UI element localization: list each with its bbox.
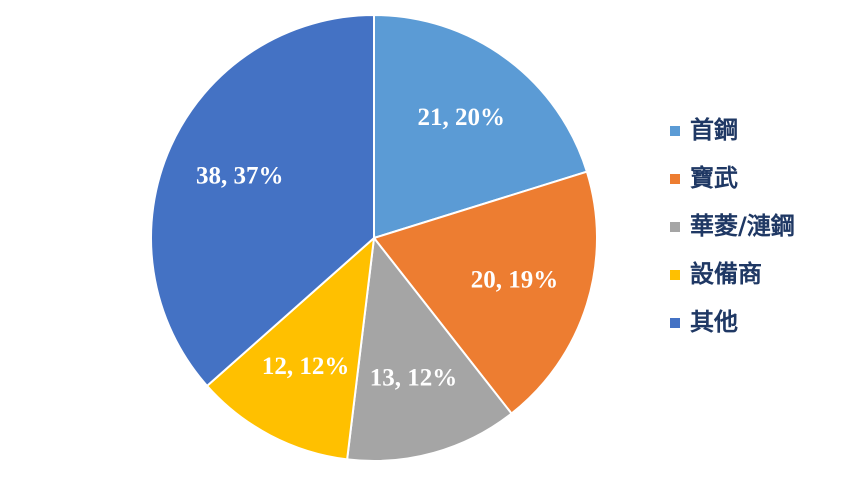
legend-marker — [670, 270, 680, 280]
legend-marker — [670, 222, 680, 232]
legend-label: 寶武 — [690, 164, 738, 192]
pie-slice — [372, 170, 598, 415]
pie-slice — [373, 13, 589, 240]
data-label: 21, 20% — [417, 104, 505, 131]
data-label: 20, 19% — [471, 267, 559, 294]
pie-slice — [205, 235, 376, 461]
legend-marker — [670, 174, 680, 184]
legend-label: 華菱/漣鋼 — [690, 212, 795, 240]
legend-label: 首鋼 — [690, 116, 738, 144]
data-label: 12, 12% — [262, 353, 350, 380]
data-label: 13, 12% — [370, 365, 458, 392]
legend-label: 設備商 — [690, 260, 762, 288]
legend-marker — [670, 318, 680, 328]
pie-slice — [346, 235, 513, 462]
data-label: 38, 37% — [196, 162, 284, 189]
pie-slice — [150, 13, 375, 388]
legend-marker — [670, 126, 680, 136]
legend-label: 其他 — [690, 308, 738, 336]
